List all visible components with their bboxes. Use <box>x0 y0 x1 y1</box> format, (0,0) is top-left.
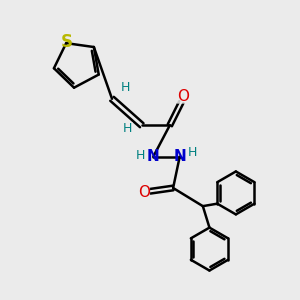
Text: H: H <box>121 81 130 94</box>
Text: O: O <box>138 185 150 200</box>
Text: H: H <box>123 122 133 135</box>
Text: H: H <box>188 146 197 159</box>
Text: N: N <box>147 149 160 164</box>
Text: N: N <box>173 149 186 164</box>
Text: H: H <box>136 149 146 162</box>
Text: S: S <box>61 34 73 52</box>
Text: O: O <box>177 89 189 104</box>
